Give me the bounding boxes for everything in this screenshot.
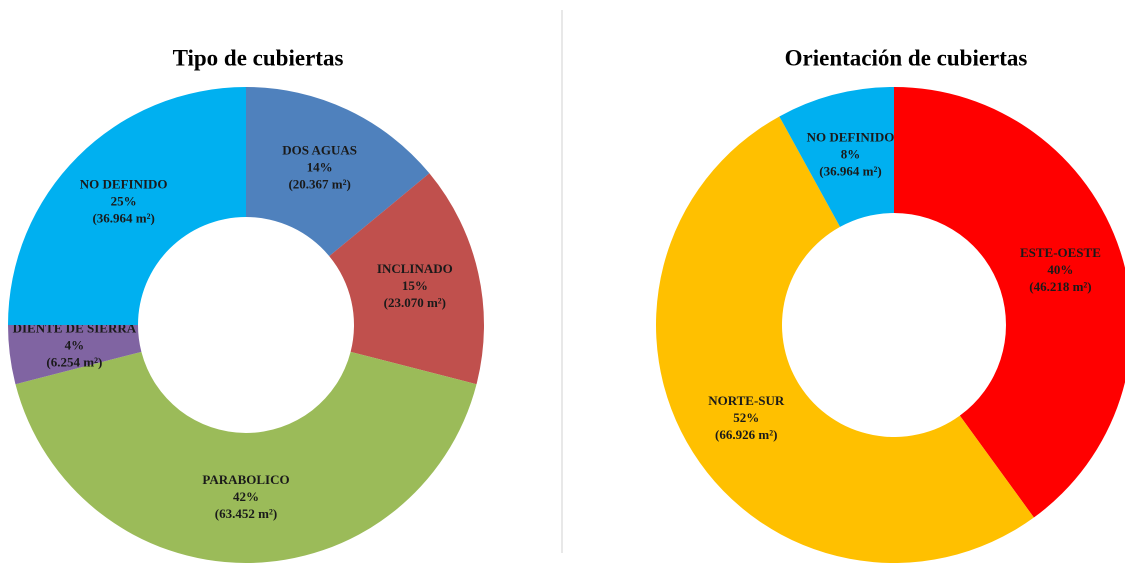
slice-category: NORTE-SUR xyxy=(708,393,785,408)
slice-category: DOS AGUAS xyxy=(282,142,357,157)
slice-category: NO DEFINIDO xyxy=(80,177,168,192)
donut-slice xyxy=(15,351,477,563)
slice-value-label: 52% xyxy=(733,410,759,425)
slice-area-label: (36.964 m²) xyxy=(92,211,154,226)
donut-slice xyxy=(329,173,484,385)
slice-area-label: (63.452 m²) xyxy=(215,506,277,521)
slice-area-label: (46.218 m²) xyxy=(1029,279,1091,294)
slice-value-label: 8% xyxy=(841,146,861,161)
slice-category: INCLINADO xyxy=(377,261,453,276)
donut-slice xyxy=(8,325,142,385)
slice-category: PARABOLICO xyxy=(202,472,289,487)
chart-title: Tipo de cubiertas xyxy=(173,45,344,70)
slice-area-label: (23.070 m²) xyxy=(384,295,446,310)
slice-value-label: 15% xyxy=(402,278,428,293)
slice-area-label: (6.254 m²) xyxy=(46,355,102,370)
slice-category: ESTE-OESTE xyxy=(1020,245,1101,260)
slice-value-label: 40% xyxy=(1047,262,1073,277)
slice-value-label: 25% xyxy=(111,194,137,209)
donut-slice xyxy=(779,87,894,227)
chart-title: Orientación de cubiertas xyxy=(785,45,1028,70)
slice-value-label: 14% xyxy=(307,159,333,174)
donut-slice xyxy=(246,87,430,257)
donut-slice xyxy=(656,116,1034,563)
donut-slice xyxy=(8,87,246,325)
slice-value-label: 42% xyxy=(233,489,259,504)
slice-area-label: (66.926 m²) xyxy=(715,427,777,442)
donut-slice xyxy=(894,87,1125,518)
slice-area-label: (20.367 m²) xyxy=(288,176,350,191)
slice-category: NO DEFINIDO xyxy=(807,129,895,144)
slice-value-label: 4% xyxy=(65,338,85,353)
slice-area-label: (36.964 m²) xyxy=(819,163,881,178)
